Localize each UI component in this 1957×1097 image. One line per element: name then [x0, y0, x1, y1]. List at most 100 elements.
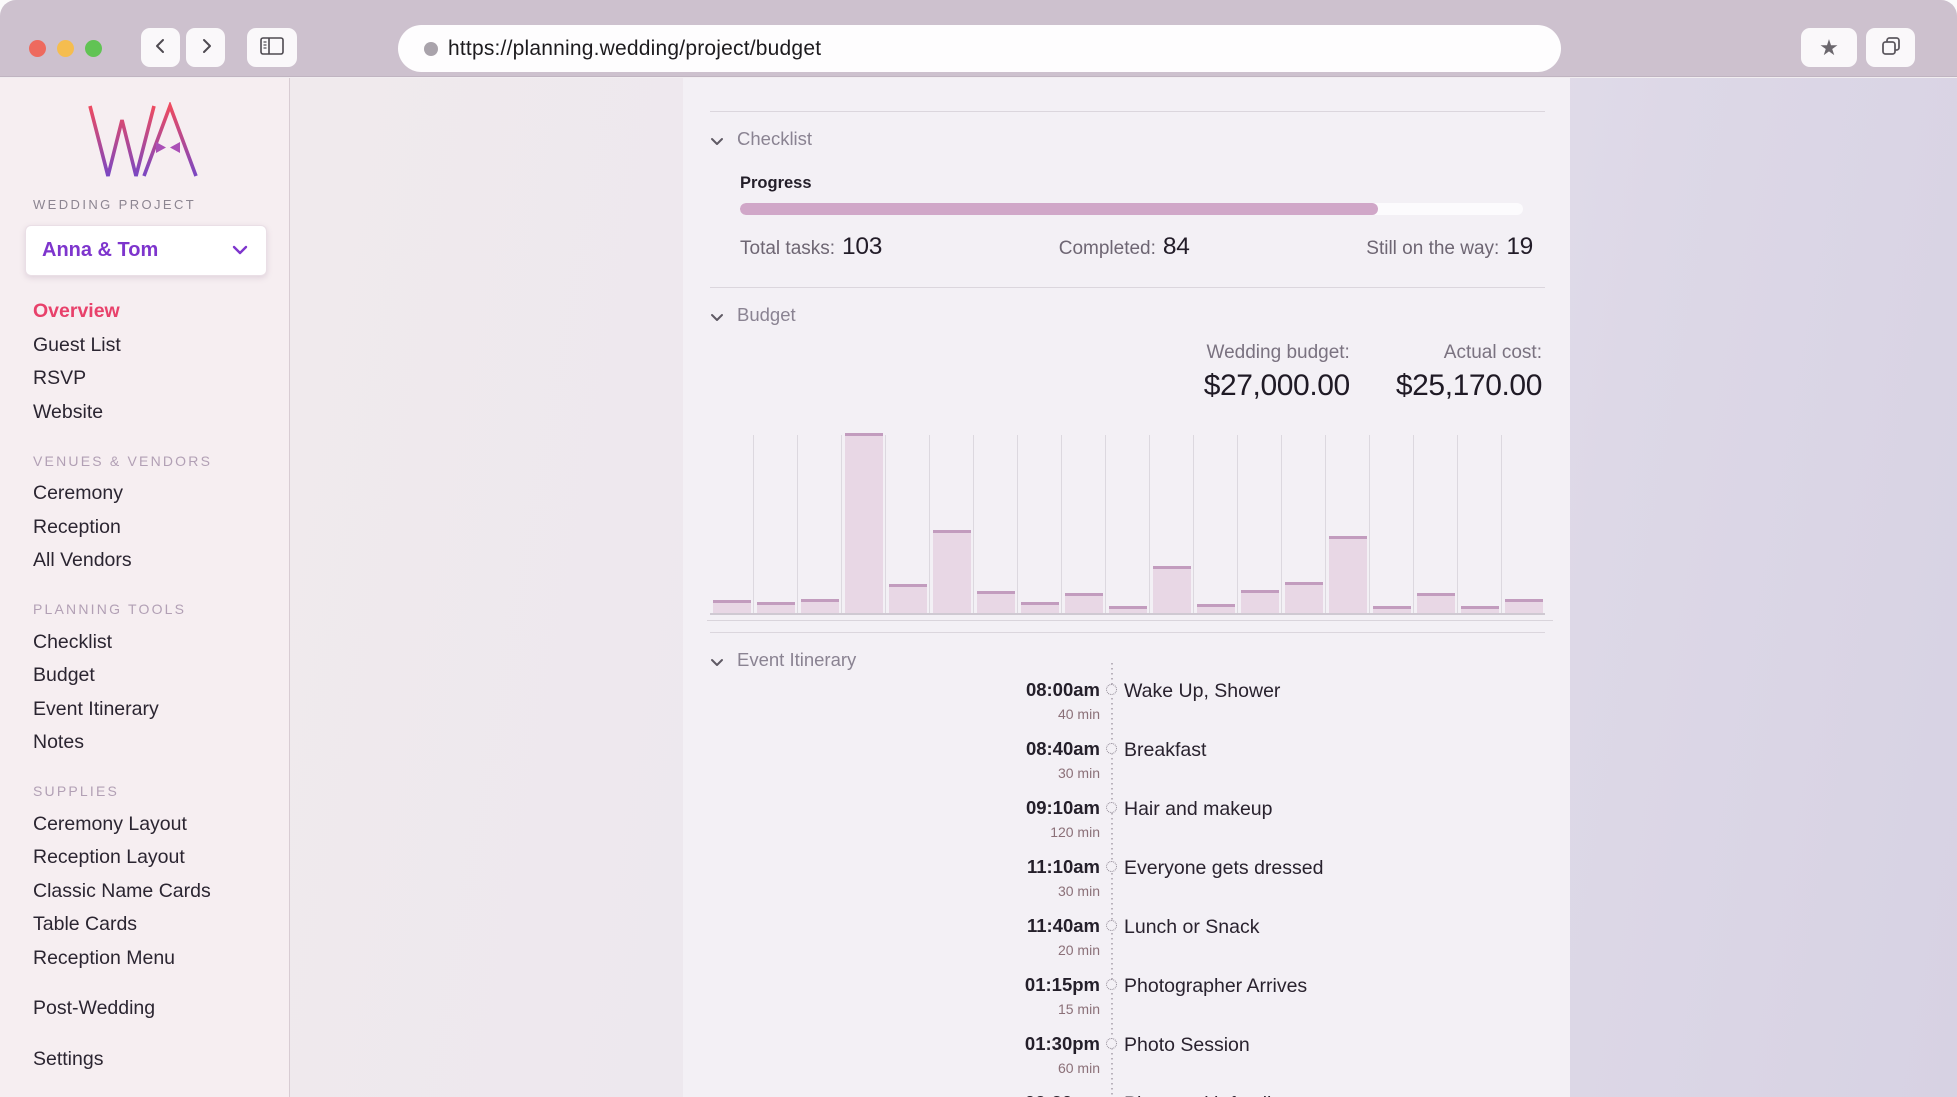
window-controls — [29, 40, 102, 57]
back-icon — [152, 37, 170, 58]
chart-bar — [1328, 535, 1367, 613]
chart-bar-slot — [710, 435, 753, 613]
chart-bar-slot — [1017, 435, 1061, 613]
chart-bar — [888, 584, 927, 613]
completed-value: 84 — [1162, 233, 1190, 260]
chart-bar-slot — [753, 435, 797, 613]
timeline-duration: 30 min — [1057, 883, 1100, 899]
tab-overview-button[interactable] — [1866, 28, 1915, 67]
sidebar-item-event-itinerary[interactable]: Event Itinerary — [33, 697, 159, 720]
chart-bar-slot — [1413, 435, 1457, 613]
sidebar-item-website[interactable]: Website — [33, 400, 104, 423]
timeline-dot-icon — [1105, 802, 1117, 813]
wedding-budget-label: Wedding budget: — [1206, 342, 1350, 363]
url-bar[interactable]: https://planning.wedding/project/budget — [398, 25, 1561, 72]
chart-bar — [1108, 605, 1147, 613]
sidebar-section-venues-vendors: VENUES & VENDORS — [33, 452, 213, 469]
checklist-section-title: Checklist — [737, 128, 813, 149]
chart-bar — [1240, 589, 1279, 613]
timeline-title: Wake Up, Shower — [1124, 680, 1281, 702]
app-area: WEDDING PROJECT Anna & Tom Overview Gues… — [0, 78, 1957, 1097]
sidebar-item-overview[interactable]: Overview — [33, 300, 120, 323]
sidebar-item-table-cards[interactable]: Table Cards — [33, 913, 138, 936]
timeline-title: Hair and makeup — [1124, 798, 1273, 820]
chart-bar — [800, 598, 839, 613]
actual-cost-label: Actual cost: — [1443, 342, 1542, 363]
sidebar-item-ceremony[interactable]: Ceremony — [33, 482, 123, 505]
sidebar-item-ceremony-layout[interactable]: Ceremony Layout — [33, 812, 187, 835]
tabs-icon — [1880, 35, 1902, 60]
timeline-time: 08:00am 40 min — [710, 679, 1100, 722]
back-button[interactable] — [141, 28, 180, 67]
timeline-dot-icon — [1105, 684, 1117, 695]
sidebar-nav: Overview Guest List RSVP Website VENUES … — [0, 295, 289, 1076]
sidebar-item-reception[interactable]: Reception — [33, 515, 121, 538]
chart-bar-slot — [929, 435, 973, 613]
chart-bar-slot — [1281, 435, 1325, 613]
sidebar-item-budget[interactable]: Budget — [33, 664, 95, 687]
chevron-down-icon — [232, 243, 248, 258]
section-divider — [710, 632, 1545, 633]
timeline-time: 11:10am 30 min — [710, 856, 1100, 899]
chart-bar — [1460, 605, 1499, 613]
timeline-time: 02:30pm — [710, 1092, 1100, 1097]
budget-section-header[interactable]: Budget — [710, 302, 1545, 328]
remaining-value: 19 — [1506, 233, 1533, 260]
bookmark-button[interactable]: ★ — [1801, 28, 1857, 67]
close-window-button[interactable] — [29, 40, 46, 57]
zoom-window-button[interactable] — [85, 40, 102, 57]
timeline-time-value: 01:15pm — [1024, 974, 1100, 995]
remaining-label: Still on the way: — [1366, 238, 1500, 259]
sidebar-item-reception-menu[interactable]: Reception Menu — [33, 946, 176, 969]
sidebar-item-classic-name-cards[interactable]: Classic Name Cards — [33, 879, 211, 902]
sidebar-item-guest-list[interactable]: Guest List — [33, 333, 121, 356]
chart-bar — [1504, 598, 1543, 613]
browser-toolbar: https://planning.wedding/project/budget … — [0, 0, 1957, 77]
timeline-dot-icon — [1105, 979, 1117, 990]
timeline-title: Lunch or Snack — [1124, 916, 1260, 938]
sidebar-toggle-button[interactable] — [247, 28, 297, 67]
sidebar-item-checklist[interactable]: Checklist — [33, 630, 113, 653]
sidebar-item-reception-layout[interactable]: Reception Layout — [33, 846, 185, 869]
timeline-time-value: 08:40am — [1025, 738, 1100, 759]
timeline-dot-icon — [1105, 920, 1117, 931]
chart-bar — [844, 433, 883, 613]
sidebar-panel-icon — [260, 36, 284, 59]
project-selector[interactable]: Anna & Tom — [25, 225, 267, 276]
timeline-time: 01:15pm 15 min — [710, 974, 1100, 1017]
completed-label: Completed: — [1058, 238, 1156, 259]
remaining-stat: Still on the way: 19 — [1366, 233, 1533, 261]
chart-bar-slot — [1325, 435, 1369, 613]
timeline-time-value: 01:30pm — [1024, 1033, 1100, 1054]
timeline-title: Photo Session — [1124, 1034, 1250, 1056]
sidebar-section-planning-tools: PLANNING TOOLS — [33, 601, 187, 617]
star-icon: ★ — [1819, 34, 1839, 60]
sidebar-item-rsvp[interactable]: RSVP — [33, 367, 87, 390]
chart-bar-slot — [1457, 435, 1501, 613]
itinerary-section-title: Event Itinerary — [737, 649, 857, 670]
chart-bar-slot — [1061, 435, 1105, 613]
checklist-stats: Total tasks: 103 Completed: 84 Still on th… — [740, 233, 1533, 261]
chart-bar — [712, 600, 751, 613]
chart-bar — [1152, 566, 1191, 613]
url-text: https://planning.wedding/project/budget — [448, 36, 822, 60]
itinerary-section-header[interactable]: Event Itinerary — [710, 647, 1545, 673]
total-tasks-stat: Total tasks: 103 — [740, 233, 882, 261]
total-tasks-value: 103 — [842, 233, 883, 260]
app-logo — [86, 100, 204, 185]
sidebar-item-post-wedding[interactable]: Post-Wedding — [33, 997, 156, 1020]
forward-button[interactable] — [186, 28, 225, 67]
checklist-section-header[interactable]: Checklist — [710, 126, 1545, 152]
timeline-duration: 60 min — [1057, 1060, 1100, 1076]
timeline-duration: 120 min — [1050, 824, 1100, 840]
chart-bar — [1020, 602, 1059, 613]
sidebar-item-settings[interactable]: Settings — [33, 1047, 104, 1070]
section-divider — [710, 111, 1545, 112]
chevron-down-icon — [710, 305, 724, 327]
timeline-duration: 20 min — [1057, 942, 1100, 958]
minimize-window-button[interactable] — [57, 40, 74, 57]
sidebar-item-notes[interactable]: Notes — [33, 731, 84, 754]
timeline-duration: 40 min — [1057, 706, 1100, 722]
chart-bar-slot — [1193, 435, 1237, 613]
sidebar-item-all-vendors[interactable]: All Vendors — [33, 549, 132, 572]
